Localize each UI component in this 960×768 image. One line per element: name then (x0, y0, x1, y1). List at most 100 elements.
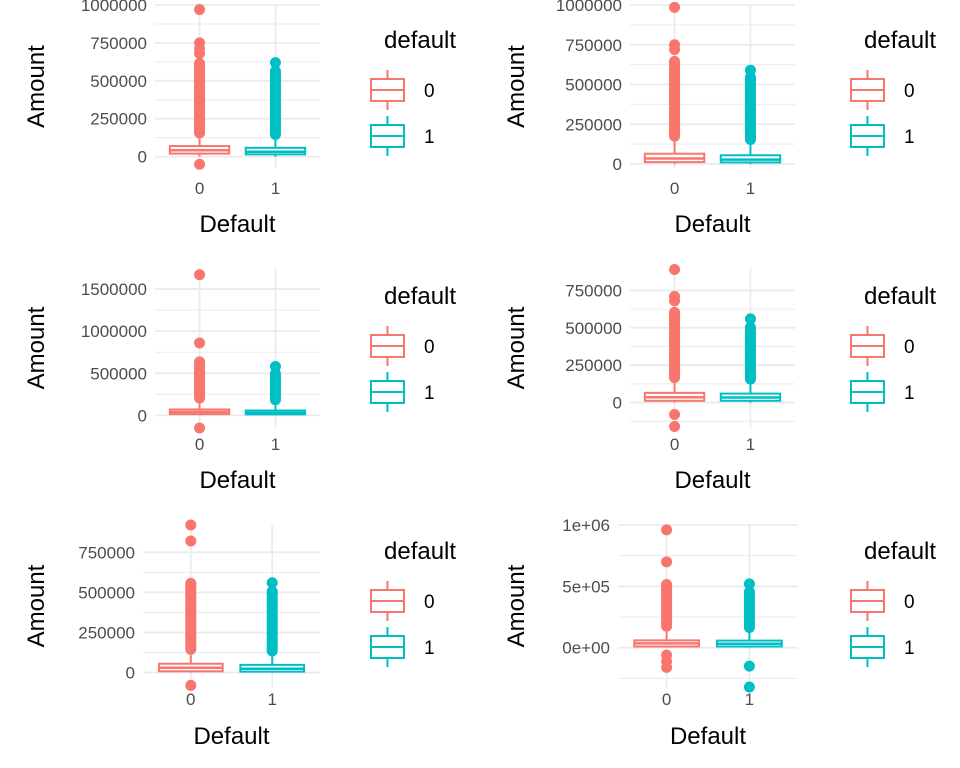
box-1 (244, 361, 307, 416)
outlier-band (194, 356, 206, 404)
panel-row-1-left: 0 250000 500000 750000 1000000 0 1 Default Amoun… (23, 0, 456, 238)
box-1 (239, 577, 306, 673)
legend-label: 0 (424, 337, 435, 358)
outlier-point (743, 578, 755, 590)
outlier-point (185, 679, 197, 691)
y-tick-label: 250000 (565, 115, 622, 134)
box-1 (719, 313, 782, 403)
x-tick-label: 0 (195, 435, 204, 454)
box-1 (716, 578, 783, 693)
outlier-point (269, 361, 281, 373)
x-axis-title: Default (670, 723, 746, 750)
outlier-band (185, 577, 197, 655)
legend-label: 0 (904, 592, 915, 613)
legend-key-1 (850, 627, 885, 667)
legend-key-0 (370, 326, 405, 366)
y-tick-label: 1500000 (81, 280, 147, 299)
outlier-band (269, 65, 281, 140)
y-axis-title: Amount (23, 306, 50, 389)
y-axis-title: Amount (23, 45, 50, 128)
legend-key-0 (850, 70, 885, 110)
y-tick-label: 500000 (565, 76, 622, 95)
legend-label: 1 (904, 638, 915, 659)
box-0 (643, 263, 706, 433)
y-axis-title: Amount (23, 564, 50, 647)
outlier-point (269, 57, 281, 69)
y-tick-label: 1e+06 (562, 516, 610, 535)
y-tick-label: 750000 (78, 543, 135, 562)
outlier-point (185, 519, 197, 531)
outlier-band (194, 58, 206, 139)
outlier-point (669, 409, 681, 421)
x-tick-label: 1 (746, 435, 755, 454)
outlier-point (744, 313, 756, 325)
outlier-point (194, 422, 206, 434)
panel-row-2-right: 0 250000 500000 750000 0 1 Default Amount defaul… (503, 263, 936, 494)
x-tick-label: 0 (670, 179, 679, 198)
legend-title: default (384, 538, 456, 565)
y-tick-label: 1000000 (556, 0, 622, 15)
y-axis-title: Amount (503, 306, 530, 389)
outlier-point (661, 556, 673, 568)
panel-row-2-left: 0 500000 1000000 1500000 0 1 Default Amount defa… (23, 268, 456, 494)
x-tick-label: 1 (271, 179, 280, 198)
y-tick-label: 0 (126, 664, 135, 683)
legend: default 0 1 (370, 538, 456, 667)
y-tick-label: 0 (613, 394, 622, 413)
box-0 (633, 524, 701, 673)
outlier-point (194, 337, 206, 349)
legend-label: 1 (904, 383, 915, 404)
legend-label: 0 (904, 81, 915, 102)
legend-key-1 (850, 116, 885, 156)
y-tick-label: 500000 (90, 364, 147, 383)
legend-label: 1 (424, 638, 435, 659)
box-0 (157, 519, 224, 691)
outlier-point (185, 535, 197, 547)
x-axis-title: Default (193, 723, 269, 750)
outlier-point (669, 421, 681, 433)
legend-key-0 (370, 581, 405, 621)
y-tick-label: 500000 (565, 319, 622, 338)
legend-key-0 (370, 70, 405, 110)
outlier-point (743, 681, 755, 693)
box-0 (643, 1, 706, 165)
y-tick-label: 500000 (90, 72, 147, 91)
y-tick-label: 750000 (565, 36, 622, 55)
outlier-point (661, 524, 673, 536)
outlier-band (743, 586, 755, 633)
y-tick-label: 750000 (90, 34, 147, 53)
y-tick-label: 250000 (78, 623, 135, 642)
box-1 (244, 57, 307, 157)
outlier-point (194, 158, 206, 170)
outlier-point (744, 64, 756, 76)
legend-title: default (864, 538, 936, 565)
panel-row-3-left: 0 250000 500000 750000 0 1 Default Amount defaul… (23, 519, 456, 750)
legend-title: default (384, 27, 456, 54)
legend-label: 0 (424, 592, 435, 613)
y-tick-label: 1000000 (81, 322, 147, 341)
outlier-point (266, 577, 278, 589)
x-tick-label: 1 (745, 690, 754, 709)
legend-key-1 (370, 372, 405, 412)
legend-key-1 (370, 116, 405, 156)
y-tick-label: 0e+00 (562, 639, 610, 658)
legend-title: default (864, 283, 936, 310)
outlier-band (744, 71, 756, 145)
y-tick-label: 5e+05 (562, 577, 610, 596)
outlier-point (661, 661, 673, 673)
outlier-point (194, 269, 206, 281)
box-0 (168, 269, 231, 434)
outlier-band (266, 585, 278, 657)
x-axis-title: Default (674, 467, 750, 494)
y-tick-label: 0 (613, 155, 622, 174)
outlier-point (669, 295, 681, 307)
legend-key-1 (370, 627, 405, 667)
legend-label: 1 (424, 127, 435, 148)
outlier-point (669, 44, 681, 56)
legend-label: 1 (424, 383, 435, 404)
y-tick-label: 250000 (565, 356, 622, 375)
outlier-point (669, 1, 681, 13)
legend-title: default (384, 283, 456, 310)
legend-key-1 (850, 372, 885, 412)
